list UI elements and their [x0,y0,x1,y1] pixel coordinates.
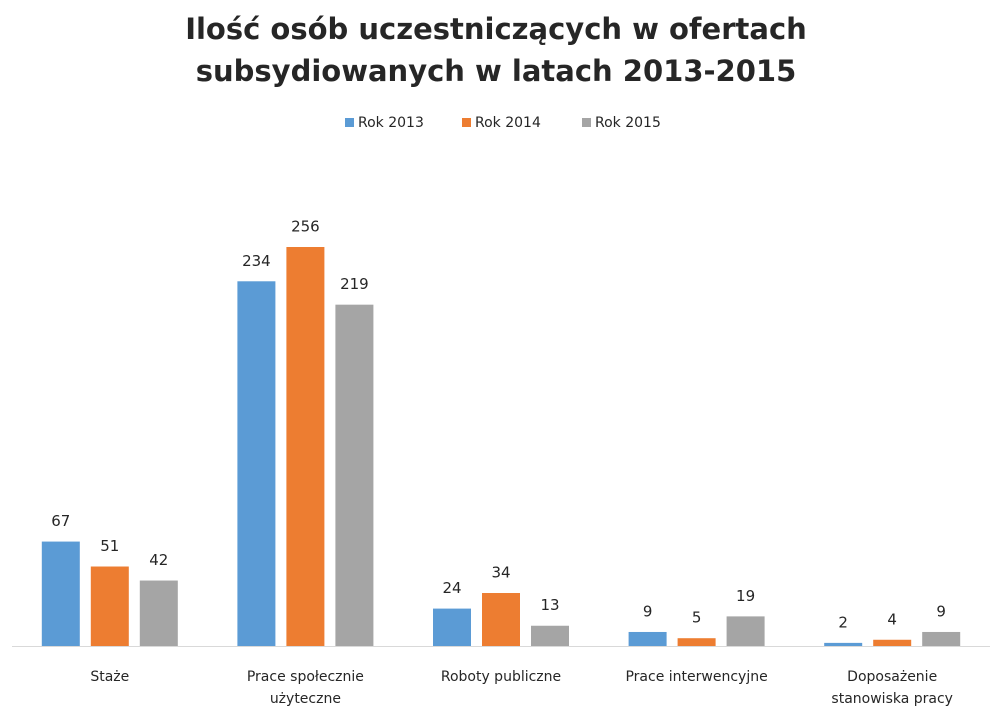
x-tick-label: Staże [90,669,130,685]
chart-title: Ilość osób uczestniczących w ofertach [185,12,807,46]
value-label: 219 [340,275,369,293]
chart-title: subsydiowanych w latach 2013-2015 [195,54,797,88]
bar [922,631,961,646]
bar [824,642,863,646]
value-label: 24 [442,579,461,597]
value-label: 13 [540,596,559,614]
bar [90,566,129,646]
bar [482,593,520,646]
value-label: 67 [51,512,70,530]
value-label: 42 [149,551,168,569]
value-label: 51 [100,537,119,555]
value-label: 4 [887,610,897,628]
x-tick-label: Prace społecznie użyteczne [246,669,364,707]
bar [726,616,765,646]
x-tick-label: Doposażenie stanowiska pracy [831,669,953,707]
legend-swatch [345,118,354,127]
bar [873,639,912,646]
value-label: 256 [291,218,320,236]
value-label: 5 [692,609,702,627]
value-label: 2 [838,613,848,631]
bar [677,638,716,646]
value-label: 9 [936,602,946,620]
value-label: 9 [643,602,653,620]
bar [335,304,374,646]
value-label: 19 [736,587,755,605]
legend-label: Rok 2014 [475,115,541,131]
x-tick-label: Roboty publiczne [440,669,562,685]
legend-swatch [462,118,471,127]
bar [433,608,471,646]
legend-label: Rok 2013 [358,115,424,131]
value-label: 234 [242,252,271,270]
bar [531,625,569,646]
legend-label: Rok 2015 [595,115,661,131]
legend-swatch [582,118,591,127]
bar [286,247,325,646]
bar [41,541,80,646]
value-label: 34 [491,564,510,582]
x-tick-label: Prace interwencyjne [625,669,768,685]
bar [237,281,276,646]
bar [139,580,178,646]
bar [628,631,667,646]
